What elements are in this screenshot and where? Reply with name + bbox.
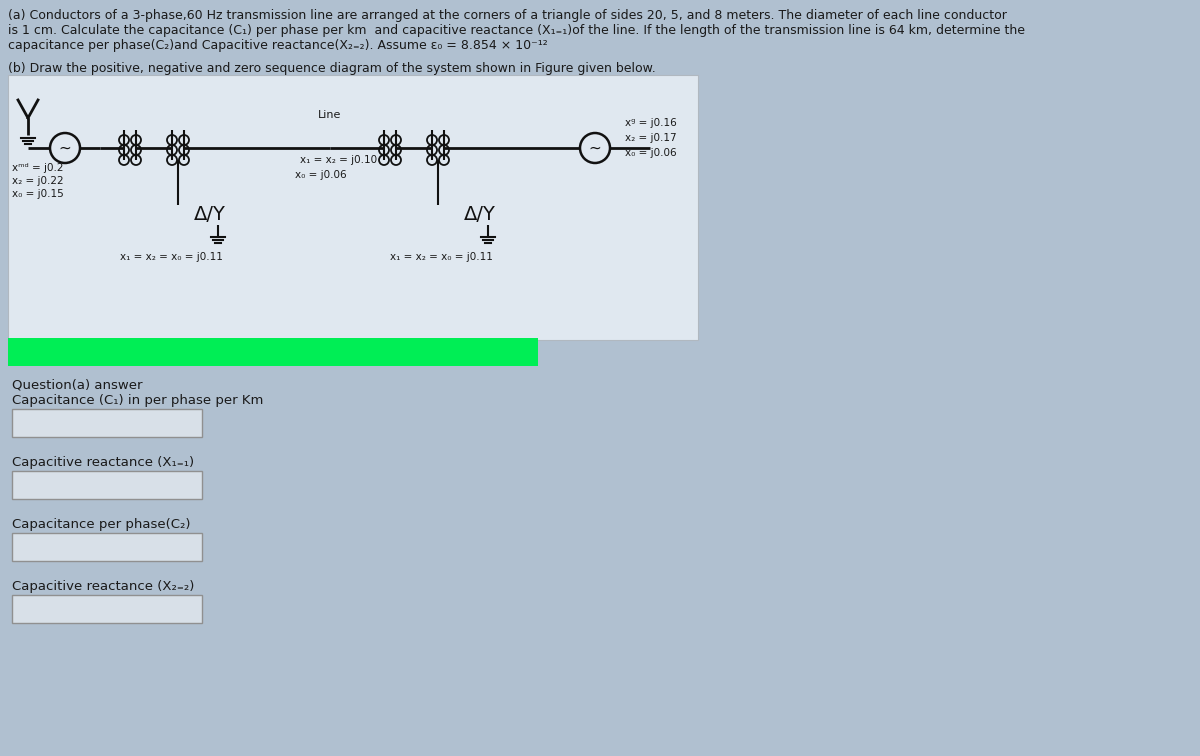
Text: Line: Line	[318, 110, 342, 120]
Bar	[12, 533, 202, 561]
Text: is 1 cm. Calculate the capacitance (C₁) per phase per km  and capacitive reactan: is 1 cm. Calculate the capacitance (C₁) …	[8, 24, 1025, 37]
Text: Question(a) answer: Question(a) answer	[12, 378, 143, 391]
Text: x₀ = j0.06: x₀ = j0.06	[295, 170, 347, 180]
Text: capacitance per phase(C₂)and Capacitive reactance(X₂₌₂). Assume ε₀ = 8.854 × 10⁻: capacitance per phase(C₂)and Capacitive …	[8, 39, 547, 52]
Text: Δ/Y: Δ/Y	[194, 206, 226, 225]
Text: Δ/Y: Δ/Y	[464, 206, 496, 225]
Text: xᵐᵈ = j0.2: xᵐᵈ = j0.2	[12, 163, 64, 173]
Bar	[12, 471, 202, 499]
Text: Capacitive reactance (X₂₌₂): Capacitive reactance (X₂₌₂)	[12, 580, 194, 593]
Text: x₀ = j0.06: x₀ = j0.06	[625, 148, 677, 158]
Text: x₂ = j0.22: x₂ = j0.22	[12, 176, 64, 186]
Text: Capacitance per phase(C₂): Capacitance per phase(C₂)	[12, 518, 191, 531]
Text: xᵍ = j0.16: xᵍ = j0.16	[625, 118, 677, 128]
Text: x₁ = x₂ = x₀ = j0.11: x₁ = x₂ = x₀ = j0.11	[390, 252, 493, 262]
Bar	[8, 338, 538, 366]
Text: x₁ = x₂ = x₀ = j0.11: x₁ = x₂ = x₀ = j0.11	[120, 252, 223, 262]
Text: ~: ~	[589, 141, 601, 156]
Bar	[8, 75, 698, 340]
Text: ~: ~	[59, 141, 71, 156]
Text: x₁ = x₂ = j0.10: x₁ = x₂ = j0.10	[300, 155, 377, 165]
Text: Capacitance (C₁) in per phase per Km: Capacitance (C₁) in per phase per Km	[12, 394, 263, 407]
Text: x₂ = j0.17: x₂ = j0.17	[625, 133, 677, 143]
Text: Capacitive reactance (X₁₌₁): Capacitive reactance (X₁₌₁)	[12, 456, 194, 469]
Text: x₀ = j0.15: x₀ = j0.15	[12, 189, 64, 199]
Bar	[12, 595, 202, 623]
Text: (b) Draw the positive, negative and zero sequence diagram of the system shown in: (b) Draw the positive, negative and zero…	[8, 62, 655, 75]
Bar	[12, 409, 202, 437]
Text: (a) Conductors of a 3-phase,60 Hz transmission line are arranged at the corners : (a) Conductors of a 3-phase,60 Hz transm…	[8, 9, 1007, 22]
